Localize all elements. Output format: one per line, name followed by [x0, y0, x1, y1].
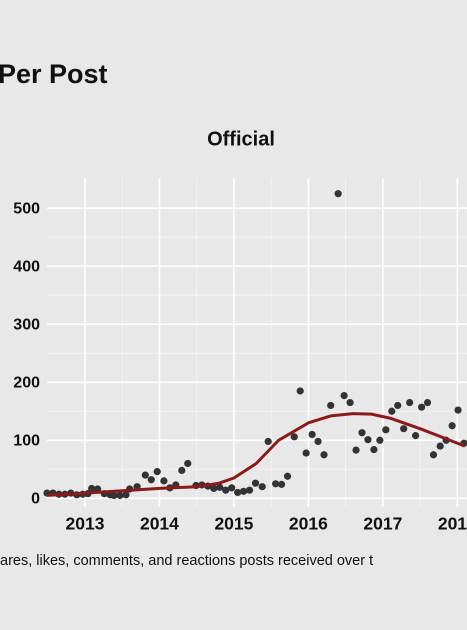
- point: [272, 480, 280, 488]
- point: [364, 436, 372, 444]
- point: [222, 486, 230, 494]
- point: [358, 429, 366, 437]
- x-tick-label: 2014: [140, 514, 179, 534]
- point: [370, 445, 378, 454]
- y-tick-label: 300: [13, 316, 40, 333]
- x-tick-label: 2018: [438, 514, 467, 534]
- point: [160, 477, 168, 485]
- point: [245, 486, 254, 494]
- x-tick-label: 2015: [214, 514, 253, 534]
- point: [334, 190, 342, 198]
- facet-title: Official: [207, 128, 275, 150]
- y-tick-label: 400: [13, 258, 40, 275]
- point: [251, 479, 260, 487]
- point: [346, 398, 354, 407]
- point: [88, 484, 96, 493]
- point: [178, 466, 186, 475]
- y-tick-label: 0: [31, 491, 40, 508]
- point: [258, 483, 266, 491]
- point: [302, 449, 310, 457]
- point: [448, 422, 456, 430]
- point: [400, 425, 408, 433]
- y-tick-label: 100: [13, 432, 40, 449]
- point: [394, 401, 402, 410]
- point: [122, 491, 130, 499]
- point: [228, 484, 236, 492]
- point: [308, 430, 316, 439]
- point: [454, 406, 462, 414]
- point: [141, 471, 149, 479]
- point: [314, 437, 322, 446]
- point: [352, 446, 360, 454]
- point: [290, 433, 298, 441]
- point: [264, 437, 272, 446]
- point: [436, 442, 444, 450]
- point: [283, 472, 292, 480]
- point: [406, 398, 414, 407]
- y-tick-label: 500: [13, 200, 40, 217]
- point: [184, 459, 192, 468]
- point: [153, 468, 161, 476]
- point: [210, 484, 218, 493]
- point: [388, 407, 396, 415]
- point: [320, 451, 328, 459]
- point: [412, 432, 420, 440]
- point: [340, 391, 348, 400]
- point: [382, 426, 390, 434]
- point: [116, 491, 124, 499]
- point: [423, 398, 432, 407]
- x-tick-label: 2017: [363, 514, 402, 534]
- point: [234, 488, 242, 497]
- point: [147, 476, 155, 484]
- point: [327, 401, 335, 410]
- point: [239, 487, 248, 495]
- caption: ares, likes, comments, and reactions pos…: [0, 553, 373, 569]
- point: [296, 387, 304, 395]
- x-tick-label: 2016: [289, 514, 328, 534]
- point: [277, 480, 286, 488]
- point: [110, 491, 118, 499]
- point: [417, 403, 426, 411]
- chart-title: Per Post: [0, 59, 108, 89]
- point: [376, 436, 384, 444]
- marks: [43, 190, 467, 499]
- y-tick-label: 200: [13, 374, 40, 391]
- trend-line: [46, 412, 466, 497]
- point: [216, 483, 224, 491]
- x-tick-label: 2013: [66, 514, 105, 534]
- point: [429, 451, 438, 459]
